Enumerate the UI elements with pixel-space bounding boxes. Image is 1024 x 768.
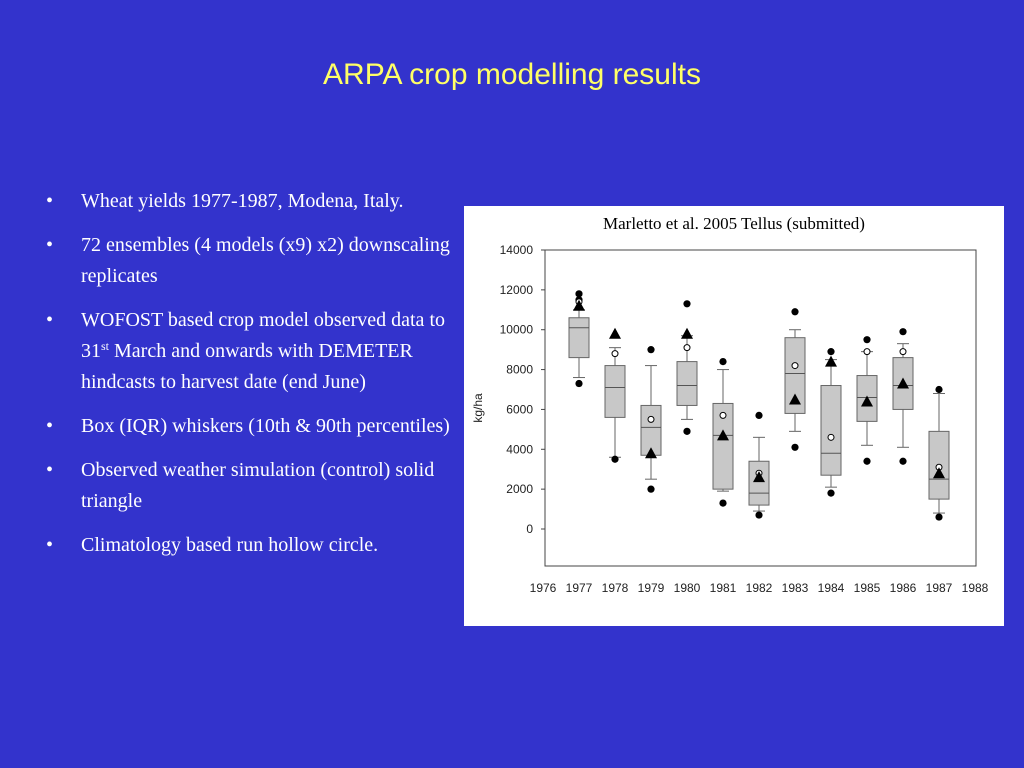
y-tick-label: 2000 [506,482,533,496]
x-tick-label: 1988 [962,581,989,595]
outlier-point [755,411,763,420]
x-tick-label: 1979 [638,581,665,595]
observed-solid-triangle [825,355,837,367]
bullet-text: 72 ensembles (4 models (x9) x2) downscal… [81,234,450,287]
bullet-text: Observed weather simulation (control) so… [81,459,435,512]
observed-solid-triangle [753,471,765,483]
iqr-box [676,361,698,406]
iqr-box [748,460,770,506]
x-tick-label: 1984 [818,581,845,595]
x-tick-label: 1987 [926,581,953,595]
outlier-point [683,300,691,308]
outlier-point [863,457,871,465]
y-tick-label: 8000 [506,363,533,377]
iqr-box [820,385,842,476]
x-tick-label: 1982 [746,581,773,595]
outlier-point [575,290,583,298]
climatology-hollow-circle [647,415,655,423]
plot-frame [544,249,977,567]
climatology-hollow-circle [899,348,907,356]
observed-solid-triangle [609,327,621,339]
figure-caption: Marletto et al. 2005 Tellus (submitted) [603,214,865,233]
x-tick-label: 1983 [782,581,809,595]
observed-solid-triangle [933,467,945,479]
outlier-point [575,379,583,388]
iqr-box [568,317,590,359]
y-tick-label: 6000 [506,402,533,416]
bullet-text: Box (IQR) whiskers (10th & 90th percenti… [81,415,450,437]
bullet-text: Wheat yields 1977-1987, Modena, Italy. [81,190,404,212]
outlier-point [827,489,835,497]
iqr-box [784,337,806,414]
outlier-point [647,485,655,493]
y-tick-label: 4000 [506,442,533,456]
outlier-point [863,336,871,344]
bullet-list: • Wheat yields 1977-1987, Modena, Italy. … [46,186,466,574]
bullet-item: • WOFOST based crop model observed data t… [46,305,466,398]
outlier-point [899,328,907,336]
climatology-hollow-circle [683,344,691,352]
bullet-item: • Box (IQR) whiskers (10th & 90th percent… [46,411,466,442]
bullet-dot-icon: • [46,415,54,437]
climatology-hollow-circle [611,350,619,358]
bullet-text: WOFOST based crop model observed data to… [81,309,445,362]
x-tick-label: 1976 [530,581,557,595]
climatology-hollow-circle [719,411,727,419]
box-plot-chart: 0 2000 4000 6000 8000 10000 12000 14000 1976 1977… [471,243,989,595]
bullet-superscript: st [101,339,110,353]
climatology-hollow-circle [827,433,835,441]
observed-solid-triangle [573,299,585,311]
bullet-item: • Wheat yields 1977-1987, Modena, Italy. [46,186,466,217]
iqr-box [604,365,626,418]
bullet-dot-icon: • [46,190,54,212]
bullet-dot-icon: • [46,534,54,556]
x-tick-label: 1981 [710,581,737,595]
observed-solid-triangle [861,395,873,407]
bullet-item: • Climatology based run hollow circle. [46,530,466,561]
outlier-point [755,511,763,519]
y-tick-label: 12000 [500,283,534,297]
x-tick-label: 1978 [602,581,629,595]
x-tick-label: 1980 [674,581,701,595]
outlier-point [791,443,799,451]
bullet-text-cont: March and onwards with DEMETER hindcasts… [81,340,413,393]
bullet-dot-icon: • [46,459,54,481]
y-axis-label: kg/ha [471,393,485,423]
x-tick-label: 1986 [890,581,917,595]
bullet-dot-icon: • [46,234,54,256]
outlier-point [935,385,943,394]
bullet-text: Climatology based run hollow circle. [81,534,379,556]
figure-panel: Marletto et al. 2005 Tellus (submitted) … [464,206,1004,626]
bullet-item: • 72 ensembles (4 models (x9) x2) downsca… [46,230,466,292]
bullet-dot-icon: • [46,309,54,331]
iqr-box [712,402,734,490]
outlier-point [899,457,907,465]
bullet-item: • Observed weather simulation (control) s… [46,455,466,517]
y-tick-label: 0 [526,522,533,536]
y-tick-label: 10000 [500,323,534,337]
outlier-point [611,455,619,463]
x-tick-label: 1977 [566,581,593,595]
outlier-point [827,348,835,356]
outlier-point [935,513,943,521]
observed-solid-triangle [681,327,693,339]
outlier-point [647,346,655,354]
outlier-point [719,358,727,366]
observed-solid-triangle [789,393,801,405]
slide-title: ARPA crop modelling results [323,58,701,91]
outlier-point [791,308,799,316]
observed-solid-triangle [645,447,657,459]
observed-solid-triangle [717,429,729,441]
x-tick-label: 1985 [854,581,881,595]
climatology-hollow-circle [863,348,871,356]
observed-solid-triangle [897,377,909,389]
outlier-point [719,499,727,507]
climatology-hollow-circle [791,362,799,370]
outlier-point [683,427,691,435]
y-tick-label: 14000 [500,243,534,257]
